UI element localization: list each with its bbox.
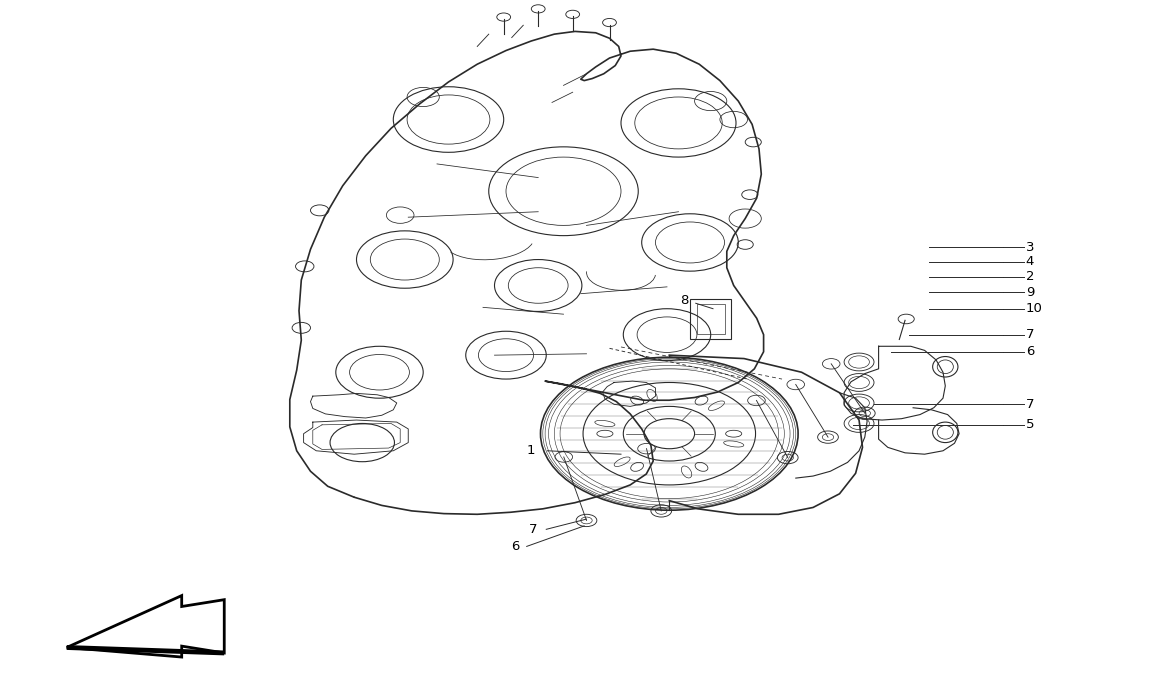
Text: 2: 2	[1026, 270, 1034, 283]
Text: 3: 3	[1026, 240, 1034, 254]
Text: 7: 7	[1026, 328, 1034, 342]
Text: 7: 7	[529, 522, 538, 536]
Text: 10: 10	[1026, 302, 1043, 316]
Text: 9: 9	[1026, 285, 1034, 299]
Text: 8: 8	[680, 294, 689, 307]
Text: 1: 1	[527, 444, 536, 458]
Text: 7: 7	[1026, 398, 1034, 411]
Text: 6: 6	[511, 540, 520, 553]
Text: 4: 4	[1026, 255, 1034, 268]
Text: 6: 6	[1026, 345, 1034, 359]
Text: 5: 5	[1026, 418, 1034, 432]
